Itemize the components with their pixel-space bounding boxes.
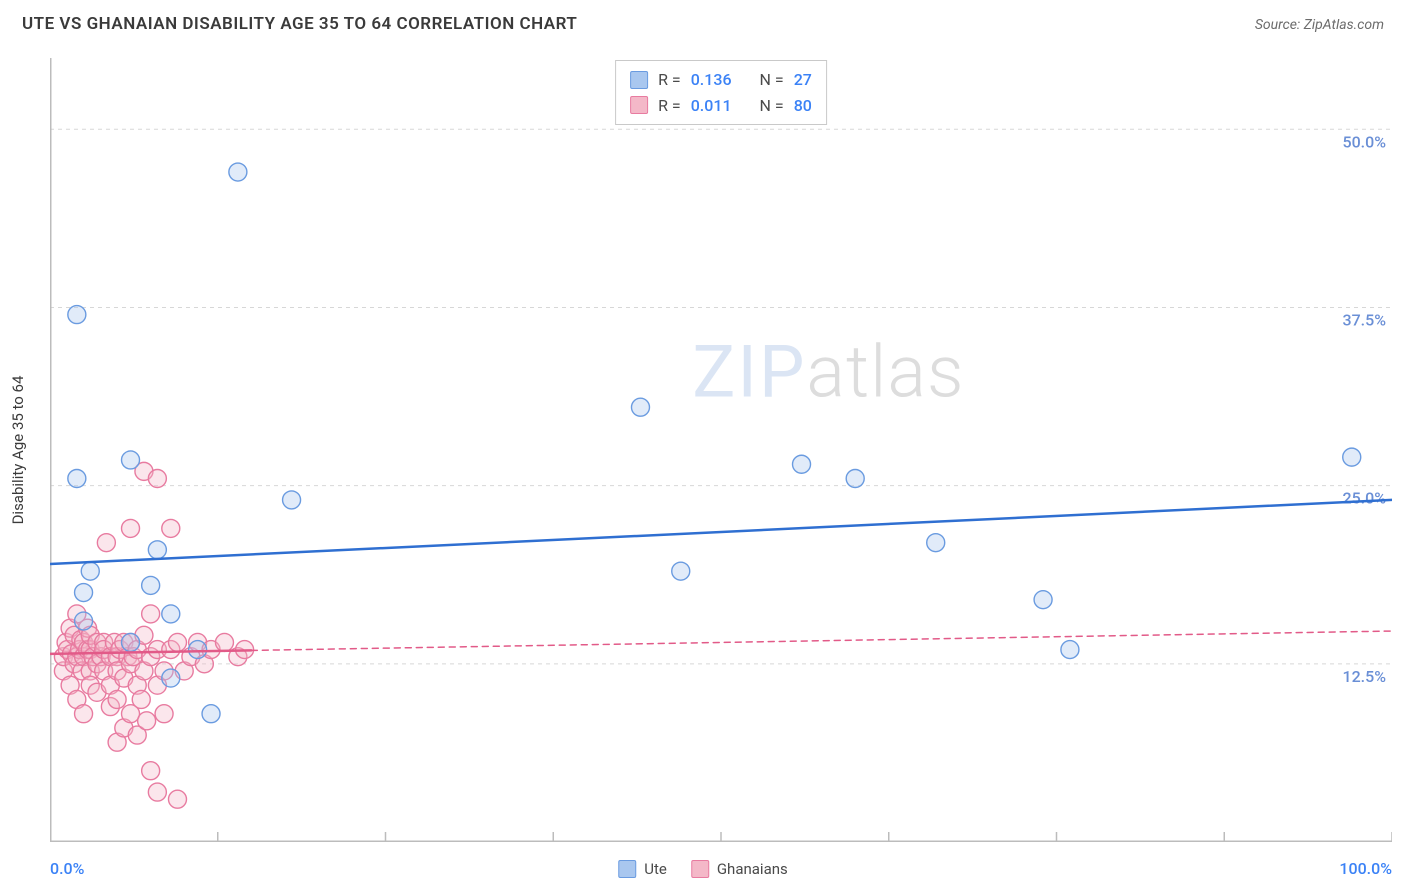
stats-row-ute: R = 0.136 N = 27 (630, 67, 812, 93)
r-value-ghanaians: 0.011 (691, 93, 732, 119)
n-value-ute: 27 (794, 67, 812, 93)
source-attribution: Source: ZipAtlas.com (1255, 17, 1384, 33)
x-min-label: 0.0% (50, 859, 84, 878)
svg-text:37.5%: 37.5% (1342, 310, 1386, 329)
legend-label-ute: Ute (644, 860, 667, 878)
source-name: ZipAtlas.com (1304, 17, 1384, 33)
svg-text:25.0%: 25.0% (1342, 489, 1386, 508)
r-label-ute: R = (658, 67, 681, 93)
y-axis-label: Disability Age 35 to 64 (9, 376, 27, 525)
legend-swatch-ghanaians (691, 860, 709, 878)
legend-label-ghanaians: Ghanaians (717, 860, 788, 878)
legend-item-ute: Ute (618, 860, 667, 878)
stats-legend-box: R = 0.136 N = 27 R = 0.011 N = 80 (615, 60, 827, 125)
svg-text:50.0%: 50.0% (1342, 132, 1386, 151)
plot-area: Disability Age 35 to 64 12.5%25.0%37.5%5… (50, 58, 1392, 842)
x-max-label: 100.0% (1339, 859, 1392, 878)
svg-text:12.5%: 12.5% (1342, 667, 1386, 686)
legend-swatch-ute (618, 860, 636, 878)
r-value-ute: 0.136 (691, 67, 732, 93)
legend-item-ghanaians: Ghanaians (691, 860, 788, 878)
scatter-plot: 12.5% 25.0% 37.5% 50.0% (50, 58, 1392, 842)
header: UTE VS GHANAIAN DISABILITY AGE 35 TO 64 … (0, 0, 1406, 42)
n-label-ute: N = (760, 67, 784, 93)
n-value-ghanaians: 80 (794, 93, 812, 119)
source-prefix: Source: (1255, 17, 1304, 33)
r-label-ghanaians: R = (658, 93, 681, 119)
chart-title: UTE VS GHANAIAN DISABILITY AGE 35 TO 64 … (22, 14, 577, 34)
n-label-ghanaians: N = (760, 93, 784, 119)
swatch-ute (630, 71, 648, 89)
swatch-ghanaians (630, 96, 648, 114)
bottom-legend: Ute Ghanaians (618, 860, 788, 878)
stats-row-ghanaians: R = 0.011 N = 80 (630, 93, 812, 119)
